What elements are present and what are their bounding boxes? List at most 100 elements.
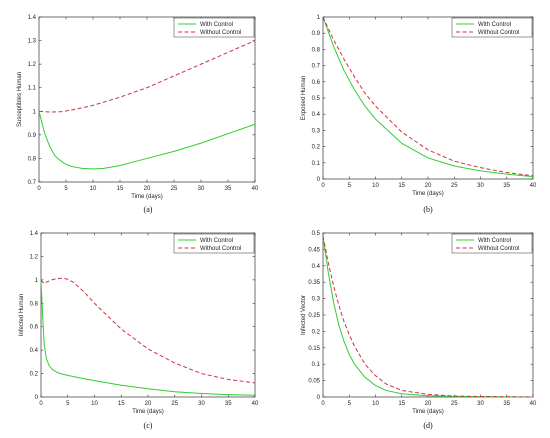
y-tick-label: 0.7 — [312, 64, 321, 70]
chart-panel-1: 0 5 10 15 20 25 30 35 40 0.7 0.8 0.9 1 1.1 1.2 1.3 1.4 Ti… — [17, 15, 259, 214]
legend-entry: With Control — [200, 238, 233, 244]
series-line-without-control — [322, 236, 534, 398]
x-axis-label: Time (days) — [412, 191, 443, 197]
x-tick-label: 0 — [37, 186, 41, 192]
x-tick-label: 40 — [530, 401, 537, 407]
y-tick-label: 0.25 — [308, 313, 320, 319]
x-tick-label: 35 — [503, 401, 510, 407]
y-tick-label: 0.15 — [308, 346, 320, 352]
x-tick-label: 20 — [144, 186, 151, 192]
x-tick-label: 10 — [372, 183, 379, 189]
chart-panel-3: 0 5 10 15 20 25 30 35 40 0 0.2 0.4 0.6 0.8 1 1.2 1.4 Time… — [19, 231, 259, 430]
y-tick-label: 0.3 — [312, 297, 321, 303]
x-axis-label: Time (days) — [412, 409, 443, 415]
x-tick-label: 0 — [321, 401, 325, 407]
y-tick-label: 1.1 — [28, 86, 37, 92]
y-tick-label: 0.3 — [312, 128, 321, 134]
plot-area — [322, 16, 534, 180]
legend-entry: Without Control — [478, 246, 519, 252]
x-tick-label: 35 — [225, 186, 232, 192]
x-tick-label: 30 — [198, 186, 205, 192]
x-tick-label: 5 — [348, 401, 352, 407]
y-tick-label: 0 — [35, 395, 39, 401]
x-tick-label: 20 — [425, 401, 432, 407]
x-tick-label: 15 — [117, 186, 124, 192]
x-tick-label: 15 — [398, 183, 405, 189]
plot-area — [322, 232, 534, 398]
plot-area — [38, 16, 256, 183]
legend-entry: Without Control — [200, 246, 241, 252]
y-tick-label: 0.9 — [312, 31, 321, 37]
x-tick-label: 10 — [91, 401, 98, 407]
x-tick-label: 25 — [171, 186, 178, 192]
y-tick-label: 0.8 — [30, 301, 39, 307]
y-tick-label: 0.5 — [312, 96, 321, 102]
series-line-with-control — [40, 279, 256, 396]
x-tick-label: 15 — [118, 401, 125, 407]
y-axis-label: Infected Human — [19, 294, 25, 336]
y-tick-label: 0.9 — [28, 133, 37, 139]
chart-panel-2: 0 5 10 15 20 25 30 35 40 0 0.1 0.2 0.3 0.4 0.5 0.6 0.7 0.… — [301, 15, 537, 214]
x-tick-label: 10 — [372, 401, 379, 407]
y-tick-label: 0.4 — [312, 264, 321, 270]
series-line-with-control — [38, 111, 256, 170]
panel-label: (a) — [144, 205, 153, 214]
y-tick-label: 0.1 — [312, 161, 321, 167]
y-tick-label: 0.1 — [312, 362, 321, 368]
x-axis-label: Time (days) — [131, 194, 162, 200]
x-tick-label: 40 — [530, 183, 537, 189]
y-tick-label: 0.7 — [28, 180, 37, 186]
panel-label: (b) — [423, 205, 433, 214]
y-tick-label: 0.35 — [308, 280, 320, 286]
legend-entry: Without Control — [200, 30, 241, 36]
y-tick-label: 0.45 — [308, 247, 320, 253]
y-tick-label: 1.2 — [28, 62, 37, 68]
x-tick-label: 10 — [90, 186, 97, 192]
x-tick-label: 35 — [225, 401, 232, 407]
y-axis-label: Infected Vector — [301, 295, 307, 335]
x-tick-label: 15 — [398, 401, 405, 407]
x-tick-label: 20 — [145, 401, 152, 407]
y-tick-label: 1.3 — [28, 39, 37, 45]
y-tick-label: 0.5 — [312, 231, 321, 237]
y-tick-label: 1.4 — [28, 15, 37, 21]
x-axis-label: Time (days) — [132, 409, 163, 415]
plot-area — [40, 232, 256, 398]
legend-entry: With Control — [478, 238, 511, 244]
y-tick-label: 1 — [33, 109, 37, 115]
y-tick-label: 1.2 — [30, 254, 39, 260]
panel-label: (d) — [423, 421, 433, 430]
y-tick-label: 0.6 — [30, 325, 39, 331]
y-tick-label: 0.2 — [312, 145, 321, 151]
y-tick-label: 0 — [317, 177, 321, 183]
x-tick-label: 5 — [66, 401, 70, 407]
x-tick-label: 30 — [198, 401, 205, 407]
x-tick-label: 20 — [425, 183, 432, 189]
legend-entry: With Control — [200, 22, 233, 28]
y-tick-label: 0.05 — [308, 379, 320, 385]
x-tick-label: 0 — [321, 183, 325, 189]
y-tick-label: 0.6 — [312, 80, 321, 86]
x-tick-label: 0 — [39, 401, 43, 407]
x-tick-label: 25 — [171, 401, 178, 407]
legend-entry: Without Control — [478, 30, 519, 36]
legend-entry: With Control — [478, 22, 511, 28]
panel-label: (c) — [144, 421, 153, 430]
x-tick-label: 40 — [252, 186, 259, 192]
x-tick-label: 35 — [503, 183, 510, 189]
x-tick-label: 30 — [477, 183, 484, 189]
y-tick-label: 0.8 — [312, 47, 321, 53]
series-line-with-control — [322, 16, 534, 178]
y-tick-label: 0.4 — [312, 112, 321, 118]
y-tick-label: 0.8 — [28, 156, 37, 162]
y-tick-label: 0.2 — [30, 372, 39, 378]
y-tick-label: 1 — [35, 278, 39, 284]
y-tick-label: 0.4 — [30, 348, 39, 354]
y-axis-label: Susceptibles Human — [17, 72, 23, 127]
x-tick-label: 30 — [477, 401, 484, 407]
x-tick-label: 5 — [348, 183, 352, 189]
series-line-without-control — [38, 40, 256, 113]
chart-panel-4: 0 5 10 15 20 25 30 35 40 0 0.05 0.1 0.15 0.2 0.25 0.3 0.… — [301, 231, 537, 430]
x-tick-label: 5 — [64, 186, 68, 192]
